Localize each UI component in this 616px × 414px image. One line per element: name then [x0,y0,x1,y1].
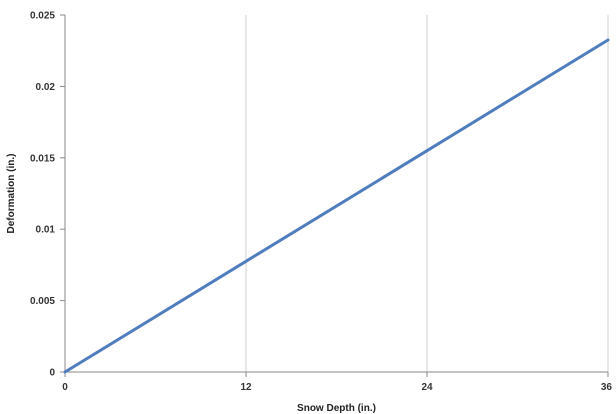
y-tick-label: 0.025 [30,11,55,22]
y-tick-labels: 0 0.005 0.01 0.015 0.02 0.025 [30,11,55,379]
x-tick-label: 36 [601,382,613,393]
y-tick-label: 0.02 [36,82,56,93]
x-tick-label: 24 [421,382,433,393]
x-tick-label: 0 [62,382,68,393]
y-tick-label: 0.015 [30,153,55,164]
series-line-1 [63,38,610,374]
x-tick-labels: 0 12 24 36 [62,382,612,393]
y-axis-title: Deformation (in.) [6,154,17,234]
x-axis-title: Snow Depth (in.) [297,403,376,414]
y-tick-label: 0.005 [30,296,55,307]
plot-area [60,14,610,377]
plot-frame [65,15,608,372]
axes [60,14,609,377]
y-tick-label: 0 [49,368,55,379]
series-layer [63,38,610,374]
y-tick-label: 0.01 [36,225,56,236]
gridlines [245,15,609,372]
x-tick-label: 12 [240,382,252,393]
